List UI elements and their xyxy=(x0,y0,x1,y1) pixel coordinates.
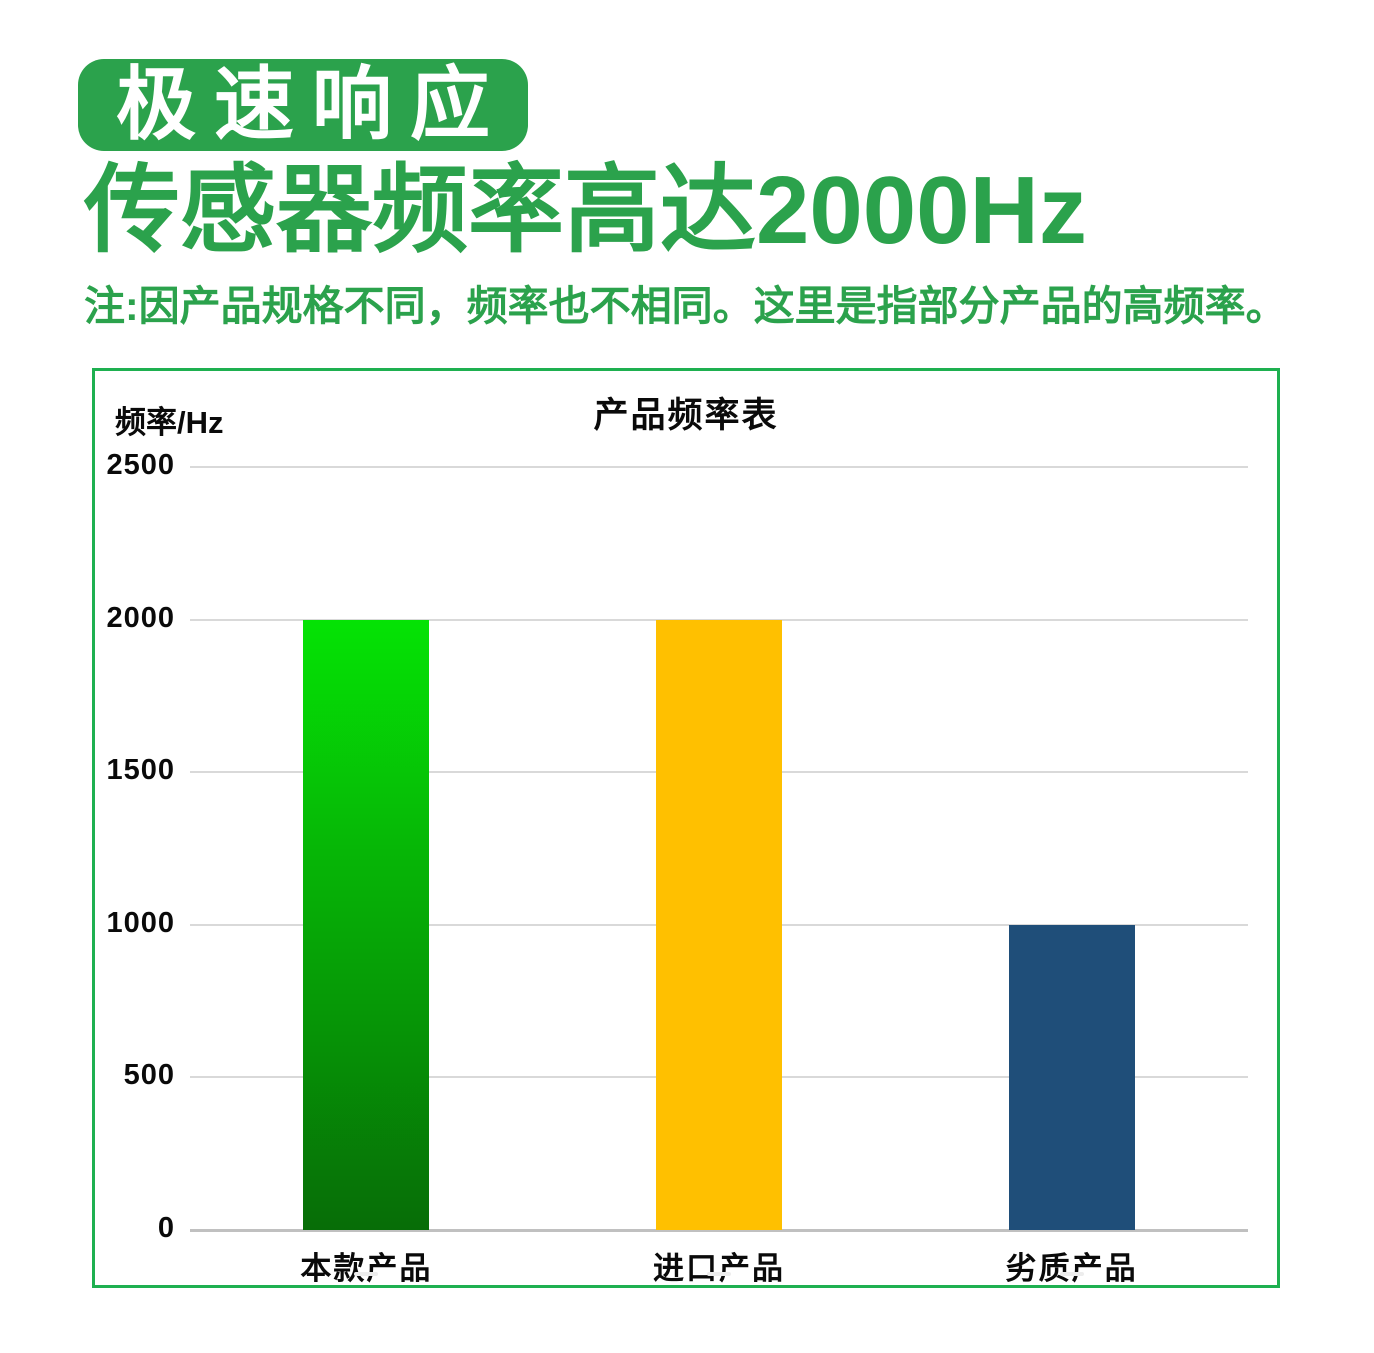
bar-1 xyxy=(303,619,430,1230)
y-axis-label: 频率/Hz xyxy=(115,405,224,440)
y-tick-label: 1500 xyxy=(106,754,175,787)
category-label: 本款产品 xyxy=(300,1251,433,1286)
frequency-chart: 产品频率表 频率/Hz 2500 2000 1500 1000 500 0 本款产品 进口产品… xyxy=(92,368,1280,1288)
fast-response-badge: 极速响应 xyxy=(78,59,528,151)
chart-title: 产品频率表 xyxy=(593,396,779,435)
y-tick-label: 2000 xyxy=(106,601,175,634)
plot-area: 2500 2000 1500 1000 500 0 本款产品 进口产品 劣质产品 xyxy=(95,371,1277,1286)
label-underline-mark xyxy=(1059,1272,1084,1276)
category-label: 劣质产品 xyxy=(1005,1251,1138,1286)
bar-2 xyxy=(656,619,782,1230)
badge-label: 极速响应 xyxy=(116,60,508,149)
y-tick-label: 1000 xyxy=(106,906,175,939)
note-text: 注:因产品规格不同，频率也不相同。这里是指部分产品的高频率。 xyxy=(84,283,1287,329)
main-heading: 传感器频率高达2000Hz xyxy=(84,157,1087,264)
label-underline-mark xyxy=(354,1272,379,1276)
gridline xyxy=(190,466,1248,468)
y-tick-label: 0 xyxy=(157,1212,175,1245)
y-tick-label: 500 xyxy=(123,1059,175,1092)
x-axis-baseline xyxy=(190,1229,1248,1232)
label-underline-mark xyxy=(707,1272,731,1276)
category-label: 进口产品 xyxy=(653,1251,786,1286)
y-tick-label: 2500 xyxy=(106,449,175,482)
bar-3 xyxy=(1008,924,1135,1230)
